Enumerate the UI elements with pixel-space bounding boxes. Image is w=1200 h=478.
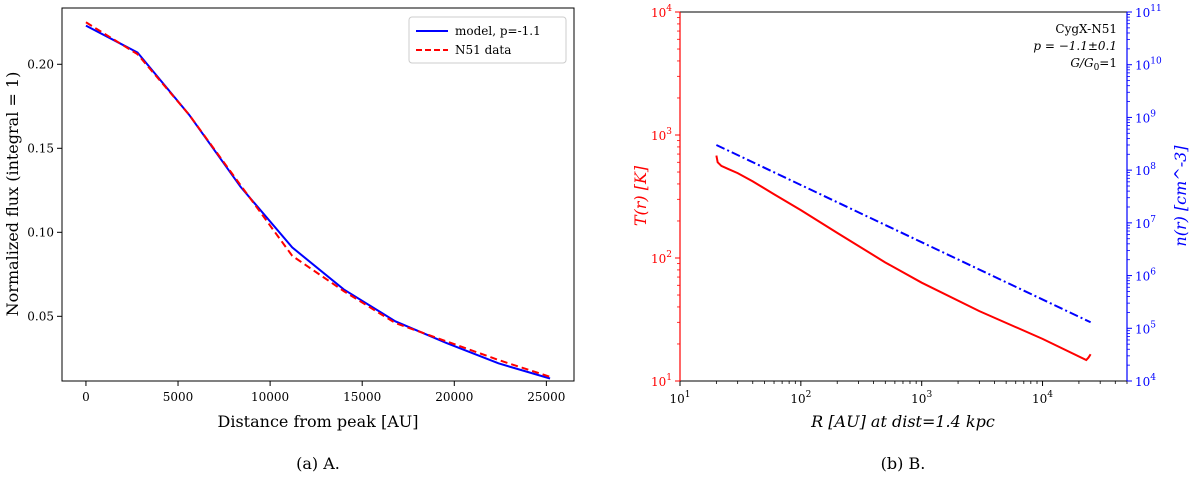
left-x-tick-label: 25000 xyxy=(527,390,565,404)
right-left-y-tick-label: 102 xyxy=(651,250,672,266)
left-y-tick-label: 0.05 xyxy=(27,309,54,323)
right-right-y-tick-label: 1010 xyxy=(1135,57,1162,73)
left-chart-y-ticks: 0.05 0.10 0.15 0.20 xyxy=(27,57,62,323)
right-x-tick-label: 104 xyxy=(1032,390,1053,406)
left-y-tick-label: 0.15 xyxy=(27,141,54,155)
right-chart-left-y-ticks: 101 102 103 104 xyxy=(651,4,680,389)
right-right-y-tick-label: 105 xyxy=(1135,320,1156,336)
right-chart-left-y-axis-label: T(r) [K] xyxy=(631,165,650,226)
right-chart-annotation: CygX-N51 p = −1.1±0.1 G/G0=1 xyxy=(1033,22,1117,73)
annotation-radiation-sub: 0 xyxy=(1094,63,1100,73)
annotation-power-law-index: p = −1.1±0.1 xyxy=(1033,39,1117,53)
left-x-tick-label: 10000 xyxy=(251,390,289,404)
legend-frame xyxy=(408,16,567,64)
right-right-y-tick-label: 106 xyxy=(1135,268,1156,284)
left-chart-x-axis-label: Distance from peak [AU] xyxy=(218,412,419,431)
right-series-line-1 xyxy=(715,144,1092,324)
left-chart-plot-frame xyxy=(61,7,575,382)
annotation-radiation-tail: =1 xyxy=(1099,56,1117,70)
left-chart-flux-profile: 0 5000 10000 15000 20000 25000 0.050.100.150.… xyxy=(3,7,575,473)
right-x-tick-label: 102 xyxy=(790,390,811,406)
right-right-y-tick-label: 108 xyxy=(1135,162,1156,178)
right-right-y-tick-label: 107 xyxy=(1135,215,1156,231)
legend-entry-data: N51 data xyxy=(455,43,511,57)
left-x-tick-label: 0 xyxy=(82,390,90,404)
left-chart-y-axis-label: Normalized flux (integral = 1) xyxy=(3,72,22,317)
left-x-tick-label: 20000 xyxy=(435,390,473,404)
legend-entry-model: model, p=-1.1 xyxy=(455,24,541,38)
right-left-y-tick-label: 103 xyxy=(651,127,672,143)
left-chart-x-ticks: 0 5000 10000 15000 20000 25000 xyxy=(82,381,565,404)
annotation-radiation-main: G/G xyxy=(1070,56,1094,70)
annotation-source: CygX-N51 xyxy=(1055,22,1117,36)
right-chart-series-lines xyxy=(715,144,1092,362)
right-x-tick-label: 103 xyxy=(911,390,932,406)
right-right-y-tick-label: 1011 xyxy=(1135,4,1162,20)
right-chart-right-y-axis-label: n(r) [cm^-3] xyxy=(1171,145,1190,247)
right-chart-plot-frame xyxy=(679,11,1128,382)
right-chart-right-y-ticks: 104 105 106 107 108 109 1010 1011 xyxy=(1127,4,1162,389)
right-chart-x-axis-label: R [AU] at dist=1.4 kpc xyxy=(810,412,995,431)
right-series-line-0 xyxy=(715,155,1092,362)
right-right-y-tick-label: 104 xyxy=(1135,373,1156,389)
left-y-tick-label: 0.20 xyxy=(27,57,54,71)
left-chart-legend: model, p=-1.1 N51 data xyxy=(408,16,567,64)
right-left-y-tick-label: 104 xyxy=(651,4,672,20)
right-chart-x-ticks: 101 102 103 104 xyxy=(669,381,1128,406)
left-y-tick-label: 0.10 xyxy=(27,225,54,239)
left-x-tick-label: 5000 xyxy=(163,390,194,404)
left-series-line-0 xyxy=(85,24,551,380)
right-right-y-tick-label: 109 xyxy=(1135,109,1156,125)
right-x-tick-label: 101 xyxy=(669,390,690,406)
annotation-radiation-field: G/G0=1 xyxy=(1070,56,1117,73)
left-chart-series-lines xyxy=(85,21,551,380)
left-x-tick-label: 15000 xyxy=(343,390,381,404)
left-series-line-1 xyxy=(85,21,551,378)
right-chart-caption: (b) B. xyxy=(881,454,926,473)
left-chart-caption: (a) A. xyxy=(296,454,340,473)
right-left-y-tick-label: 101 xyxy=(651,373,672,389)
